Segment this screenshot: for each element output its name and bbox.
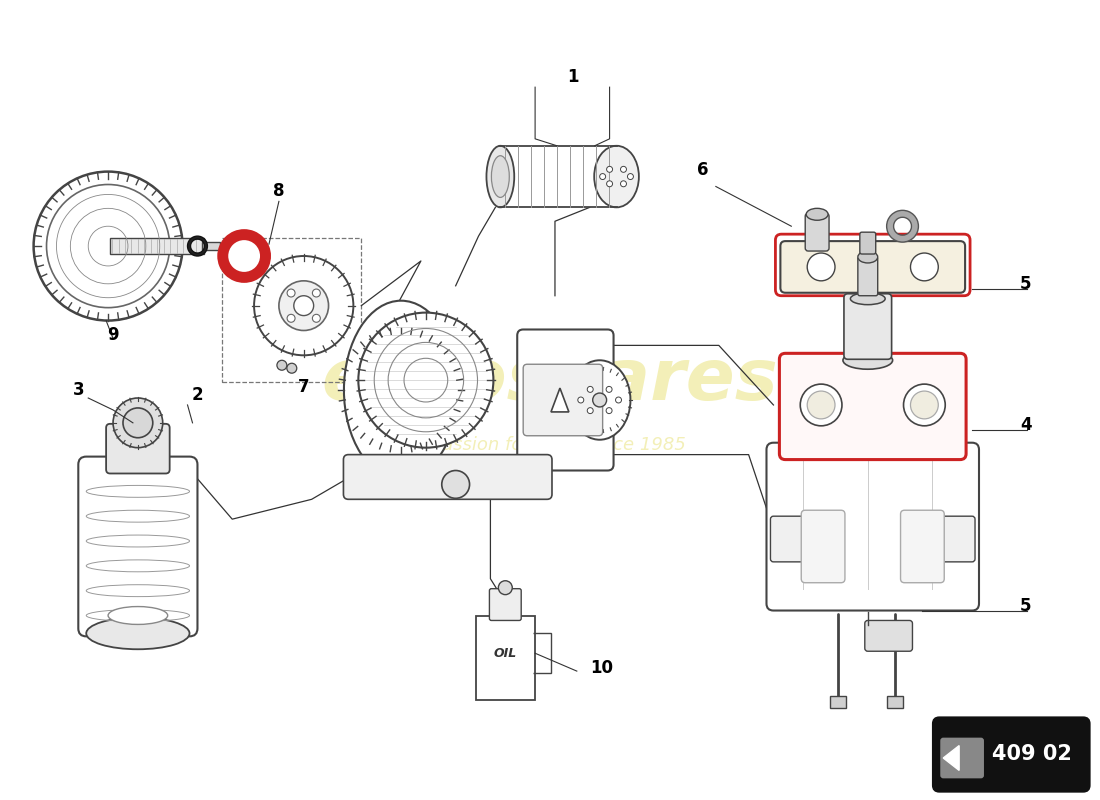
FancyBboxPatch shape <box>490 589 521 621</box>
Ellipse shape <box>86 618 189 650</box>
Ellipse shape <box>492 156 509 198</box>
Circle shape <box>277 360 287 370</box>
Text: OIL: OIL <box>494 646 517 660</box>
FancyBboxPatch shape <box>942 516 975 562</box>
FancyBboxPatch shape <box>110 238 205 254</box>
Bar <box>500 146 616 207</box>
Bar <box>222 238 361 382</box>
FancyBboxPatch shape <box>343 454 552 499</box>
Ellipse shape <box>843 351 892 370</box>
Ellipse shape <box>806 208 828 220</box>
Circle shape <box>254 256 353 355</box>
Ellipse shape <box>807 253 835 281</box>
Circle shape <box>359 313 494 448</box>
Circle shape <box>229 240 260 272</box>
FancyBboxPatch shape <box>887 696 902 708</box>
Circle shape <box>600 174 606 179</box>
FancyBboxPatch shape <box>106 424 169 474</box>
Circle shape <box>46 185 169 308</box>
Text: 7: 7 <box>298 378 309 396</box>
Ellipse shape <box>344 301 458 479</box>
Circle shape <box>627 174 634 179</box>
FancyBboxPatch shape <box>770 516 804 562</box>
Circle shape <box>279 281 329 330</box>
FancyBboxPatch shape <box>780 354 966 459</box>
Circle shape <box>287 314 295 322</box>
Text: 5: 5 <box>1020 597 1032 614</box>
Circle shape <box>606 166 613 172</box>
Circle shape <box>578 397 584 403</box>
Polygon shape <box>944 746 959 770</box>
FancyBboxPatch shape <box>940 738 984 778</box>
Circle shape <box>442 470 470 498</box>
Circle shape <box>587 408 593 414</box>
Polygon shape <box>551 388 569 412</box>
Circle shape <box>620 181 627 186</box>
FancyBboxPatch shape <box>517 330 614 470</box>
FancyBboxPatch shape <box>78 457 198 636</box>
FancyBboxPatch shape <box>475 617 535 700</box>
Circle shape <box>593 393 606 407</box>
Circle shape <box>587 386 593 392</box>
Text: 2: 2 <box>191 386 204 404</box>
FancyBboxPatch shape <box>860 232 876 254</box>
Text: 8: 8 <box>273 182 285 201</box>
Circle shape <box>123 408 153 438</box>
Circle shape <box>606 408 612 414</box>
Ellipse shape <box>911 253 938 281</box>
Text: 3: 3 <box>73 381 84 399</box>
Ellipse shape <box>486 146 515 207</box>
Circle shape <box>312 289 320 297</box>
Text: 10: 10 <box>590 659 613 677</box>
Ellipse shape <box>594 146 639 207</box>
Circle shape <box>620 166 627 172</box>
FancyBboxPatch shape <box>858 257 878 296</box>
Ellipse shape <box>911 391 938 419</box>
Text: 1: 1 <box>568 68 579 86</box>
Circle shape <box>606 386 612 392</box>
Circle shape <box>34 171 183 321</box>
Ellipse shape <box>108 606 167 625</box>
FancyBboxPatch shape <box>767 442 979 610</box>
Circle shape <box>498 581 513 594</box>
Ellipse shape <box>569 360 630 440</box>
Ellipse shape <box>903 384 945 426</box>
Text: 4: 4 <box>1020 416 1032 434</box>
Ellipse shape <box>858 251 878 263</box>
Text: eurospares: eurospares <box>321 346 779 414</box>
Circle shape <box>113 398 163 448</box>
FancyBboxPatch shape <box>801 510 845 582</box>
Ellipse shape <box>801 384 842 426</box>
FancyBboxPatch shape <box>933 718 1089 791</box>
FancyBboxPatch shape <box>865 621 913 651</box>
Circle shape <box>287 289 295 297</box>
Text: 5: 5 <box>1020 274 1032 293</box>
Ellipse shape <box>850 293 886 305</box>
Text: 409 02: 409 02 <box>992 743 1071 763</box>
Circle shape <box>294 296 313 315</box>
FancyBboxPatch shape <box>202 242 220 250</box>
FancyBboxPatch shape <box>844 294 892 359</box>
Text: 9: 9 <box>107 326 119 345</box>
Text: 6: 6 <box>697 161 708 178</box>
Ellipse shape <box>807 391 835 419</box>
FancyBboxPatch shape <box>901 510 944 582</box>
FancyBboxPatch shape <box>780 241 965 293</box>
Circle shape <box>606 181 613 186</box>
Circle shape <box>312 314 320 322</box>
FancyBboxPatch shape <box>830 696 846 708</box>
FancyBboxPatch shape <box>805 214 829 251</box>
FancyBboxPatch shape <box>524 364 603 436</box>
Circle shape <box>287 363 297 373</box>
Text: a passion for parts since 1985: a passion for parts since 1985 <box>414 436 686 454</box>
Circle shape <box>616 397 622 403</box>
